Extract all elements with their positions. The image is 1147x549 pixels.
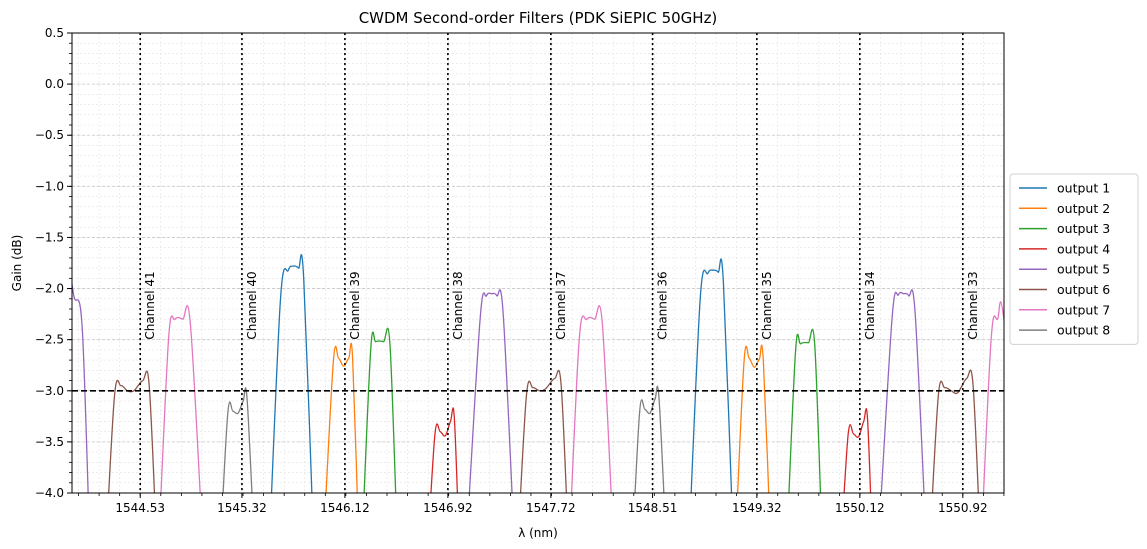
legend: output 1 output 2 output 3 output 4 output 5… bbox=[1009, 173, 1139, 345]
series-line bbox=[160, 305, 201, 493]
y-tick-label: −3.5 bbox=[35, 435, 64, 449]
x-tick-label: 1548.51 bbox=[628, 501, 678, 515]
channel-label: Channel 36 bbox=[656, 271, 670, 339]
channel-label: Channel 37 bbox=[554, 271, 568, 339]
series-line bbox=[430, 407, 459, 493]
series-line bbox=[982, 301, 1004, 493]
y-tick-label: −1.0 bbox=[35, 179, 64, 193]
x-tick-label: 1550.92 bbox=[938, 501, 988, 515]
y-tick-label: −2.5 bbox=[35, 333, 64, 347]
major-grid bbox=[72, 32, 1004, 494]
channel-label: Channel 33 bbox=[966, 271, 980, 339]
series-output-4 bbox=[430, 407, 872, 493]
series-line bbox=[843, 408, 872, 493]
series-layer bbox=[72, 254, 1004, 493]
series-line bbox=[222, 387, 253, 493]
x-tick-label: 1550.12 bbox=[835, 501, 885, 515]
minor-grid bbox=[72, 32, 1005, 494]
series-output-2 bbox=[325, 342, 770, 493]
series-line bbox=[570, 305, 612, 493]
series-output-7 bbox=[160, 301, 1004, 493]
series-line bbox=[634, 385, 665, 493]
channel-label: Channel 35 bbox=[760, 271, 774, 339]
series-output-8 bbox=[222, 385, 665, 493]
plot-frame bbox=[71, 32, 1005, 494]
legend-frame bbox=[1009, 173, 1139, 345]
channel-lines: Channel 41 Channel 40 Channel 39 Channel 38… bbox=[139, 33, 980, 493]
y-axis-ticks: 0.5 0.0 −0.5 −1.0 −1.5 −2.0 −2.5 −3.0 −3.5 −4.0 bbox=[35, 26, 72, 500]
channel-label: Channel 40 bbox=[245, 271, 259, 339]
legend-label: output 8 bbox=[1057, 323, 1110, 338]
y-tick-label: 0.5 bbox=[45, 26, 64, 40]
legend-label: output 4 bbox=[1057, 241, 1110, 256]
series-output-6 bbox=[108, 369, 979, 493]
series-line bbox=[468, 289, 513, 493]
series-output-5 bbox=[72, 280, 925, 493]
channel-label: Channel 39 bbox=[348, 271, 362, 339]
series-line bbox=[325, 342, 358, 493]
x-tick-label: 1549.32 bbox=[732, 501, 782, 515]
y-tick-label: −3.0 bbox=[35, 384, 64, 398]
x-tick-label: 1546.12 bbox=[320, 501, 370, 515]
series-line bbox=[363, 327, 397, 493]
series-line bbox=[108, 370, 156, 493]
legend-label: output 3 bbox=[1057, 221, 1110, 236]
channel-label: Channel 34 bbox=[863, 271, 877, 339]
channel-label: Channel 41 bbox=[143, 271, 157, 339]
legend-label: output 1 bbox=[1057, 181, 1110, 196]
series-line bbox=[270, 254, 313, 493]
y-tick-label: 0.0 bbox=[45, 77, 64, 91]
legend-label: output 7 bbox=[1057, 302, 1110, 317]
legend-label: output 5 bbox=[1057, 262, 1110, 277]
series-line bbox=[690, 258, 733, 493]
series-line bbox=[72, 280, 89, 493]
channel-label: Channel 38 bbox=[451, 271, 465, 339]
x-tick-label: 1544.53 bbox=[115, 501, 165, 515]
y-tick-label: −0.5 bbox=[35, 128, 64, 142]
y-axis-label: Gain (dB) bbox=[10, 235, 24, 292]
series-output-1 bbox=[270, 254, 733, 493]
series-line bbox=[880, 289, 925, 493]
x-tick-label: 1546.92 bbox=[423, 501, 473, 515]
y-tick-label: −1.5 bbox=[35, 230, 64, 244]
x-axis-ticks: 1544.53 1545.32 1546.12 1546.92 1547.72 1548.… bbox=[78, 493, 1005, 515]
series-output-3 bbox=[363, 327, 822, 493]
chart-title: CWDM Second-order Filters (PDK SiEPIC 50… bbox=[359, 9, 718, 27]
y-tick-label: −4.0 bbox=[35, 486, 64, 500]
series-line bbox=[788, 328, 822, 493]
series-line bbox=[931, 369, 979, 493]
legend-label: output 6 bbox=[1057, 282, 1110, 297]
series-line bbox=[519, 369, 568, 493]
x-tick-label: 1547.72 bbox=[526, 501, 576, 515]
y-tick-label: −2.0 bbox=[35, 282, 64, 296]
series-line bbox=[737, 344, 770, 493]
legend-label: output 2 bbox=[1057, 201, 1110, 216]
x-tick-label: 1545.32 bbox=[217, 501, 267, 515]
x-axis-label: λ (nm) bbox=[518, 526, 558, 540]
